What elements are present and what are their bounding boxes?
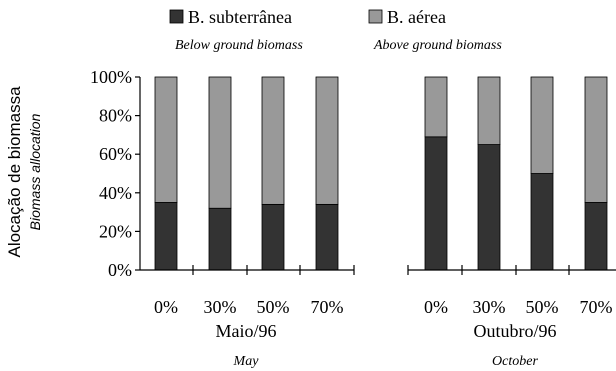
y-axis-sublabel: Biomass allocation bbox=[27, 113, 43, 230]
bar-below-ground bbox=[530, 173, 554, 271]
bar-above-ground bbox=[154, 76, 178, 203]
x-tick-label: 30% bbox=[204, 297, 237, 317]
bar-above-ground bbox=[424, 76, 448, 138]
y-axis-title: Alocação de biomassa Biomass allocation bbox=[5, 86, 43, 258]
y-tick-label: 40% bbox=[99, 183, 132, 203]
x-tick-label: 70% bbox=[580, 297, 613, 317]
group-label: Maio/96 bbox=[216, 321, 277, 341]
bar-below-ground bbox=[584, 202, 608, 271]
x-tick-label: 0% bbox=[424, 297, 448, 317]
legend-sublabel: Above ground biomass bbox=[373, 38, 502, 53]
y-tick-label: 0% bbox=[108, 260, 132, 280]
legend-swatch bbox=[169, 9, 184, 24]
group-sublabel: May bbox=[233, 354, 260, 369]
bar-above-ground bbox=[477, 76, 501, 145]
y-tick-label: 100% bbox=[90, 67, 132, 87]
x-tick-label: 30% bbox=[473, 297, 506, 317]
bar-above-ground bbox=[315, 76, 339, 205]
x-tick-label: 70% bbox=[311, 297, 344, 317]
legend-label: B. aérea bbox=[387, 7, 446, 27]
group-label: Outubro/96 bbox=[474, 321, 557, 341]
bar-above-ground bbox=[208, 76, 232, 209]
legend: B. subterrânea Below ground biomass B. aér… bbox=[169, 7, 502, 53]
bar-below-ground bbox=[477, 144, 501, 271]
x-tick-label: 0% bbox=[154, 297, 178, 317]
bar-above-ground bbox=[584, 76, 608, 203]
bar-below-ground bbox=[424, 136, 448, 271]
bar-above-ground bbox=[530, 76, 554, 174]
y-tick-label: 20% bbox=[99, 221, 132, 241]
bars bbox=[154, 76, 608, 271]
bar-below-ground bbox=[154, 202, 178, 271]
y-tick-label: 80% bbox=[99, 106, 132, 126]
y-tick-label: 60% bbox=[99, 144, 132, 164]
bar-below-ground bbox=[315, 203, 339, 271]
y-axis-label: Alocação de biomassa bbox=[5, 86, 24, 258]
legend-sublabel: Below ground biomass bbox=[175, 38, 303, 53]
x-axis: 0% 30% 50% 70% 0% 30% 50% 70% Maio/96 May Outubro/… bbox=[140, 265, 616, 369]
bar-above-ground bbox=[261, 76, 285, 205]
legend-label: B. subterrânea bbox=[188, 7, 292, 27]
bar-below-ground bbox=[261, 203, 285, 271]
legend-swatch bbox=[368, 9, 383, 24]
x-tick-label: 50% bbox=[257, 297, 290, 317]
x-tick-label: 50% bbox=[526, 297, 559, 317]
y-axis: 0% 20% 40% 60% 80% 100% bbox=[90, 67, 141, 280]
bar-below-ground bbox=[208, 207, 232, 271]
group-sublabel: October bbox=[492, 354, 538, 369]
